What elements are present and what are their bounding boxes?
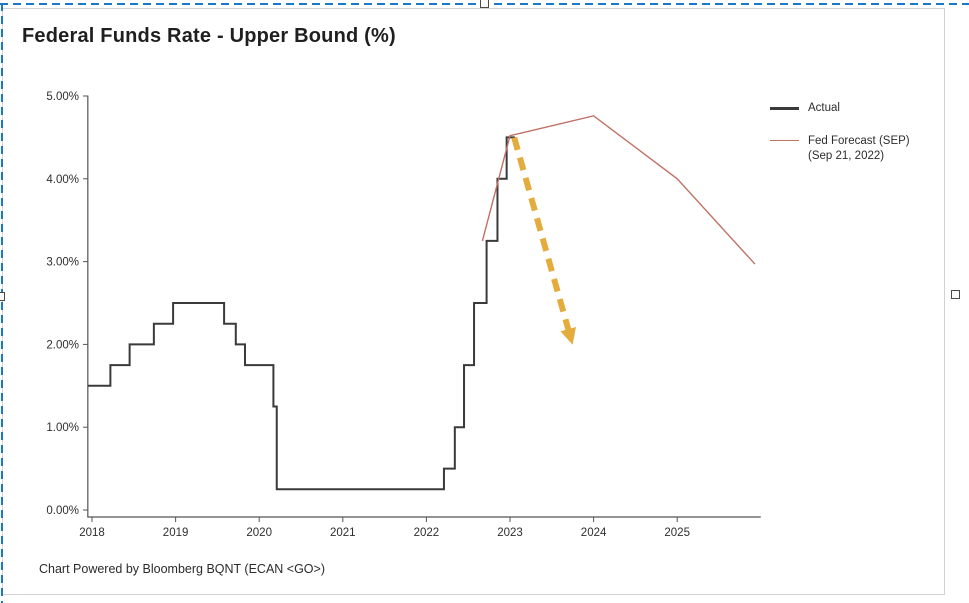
- y-tick-label: 2.00%: [46, 339, 79, 351]
- chart-footer: Chart Powered by Bloomberg BQNT (ECAN <G…: [39, 562, 325, 576]
- legend: Actual Fed Forecast (SEP) (Sep 21, 2022): [770, 101, 910, 165]
- selection-border-left: [1, 3, 3, 603]
- actual-line: [87, 136, 516, 491]
- legend-item: Fed Forecast (SEP) (Sep 21, 2022): [770, 134, 910, 165]
- x-tick-label: 2018: [79, 527, 105, 539]
- axis-lines: [87, 96, 761, 518]
- y-tick-label: 1.00%: [46, 422, 79, 434]
- x-tick-label: 2020: [246, 527, 272, 539]
- x-tick-label: 2024: [581, 527, 607, 539]
- selection-handle-left[interactable]: [0, 292, 5, 301]
- x-tick-label: 2022: [414, 527, 440, 539]
- legend-swatch-line: [770, 107, 799, 110]
- legend-label: Actual: [808, 102, 840, 114]
- legend-swatch-line: [770, 139, 799, 141]
- chart-title: Federal Funds Rate - Upper Bound (%): [22, 25, 396, 47]
- x-tick-label: 2021: [330, 527, 356, 539]
- chart-card: Federal Funds Rate - Upper Bound (%) Cha…: [2, 8, 945, 595]
- selection-handle-right[interactable]: [951, 290, 960, 299]
- y-tick-label: 5.00%: [46, 91, 79, 103]
- y-tick-label: 4.00%: [46, 174, 79, 186]
- fed-forecast-sep-sep-21-2022-line: [481, 115, 756, 265]
- selection-handle-top[interactable]: [480, 0, 489, 8]
- y-tick-label: 0.00%: [46, 505, 79, 517]
- x-tick-label: 2023: [497, 527, 523, 539]
- legend-label: Fed Forecast (SEP) (Sep 21, 2022): [808, 134, 910, 163]
- legend-item: Actual: [770, 101, 910, 117]
- x-tick-label: 2019: [163, 527, 189, 539]
- x-tick-label: 2025: [664, 527, 690, 539]
- forecast-decline-arrow: [511, 136, 577, 345]
- y-tick-label: 3.00%: [46, 257, 79, 269]
